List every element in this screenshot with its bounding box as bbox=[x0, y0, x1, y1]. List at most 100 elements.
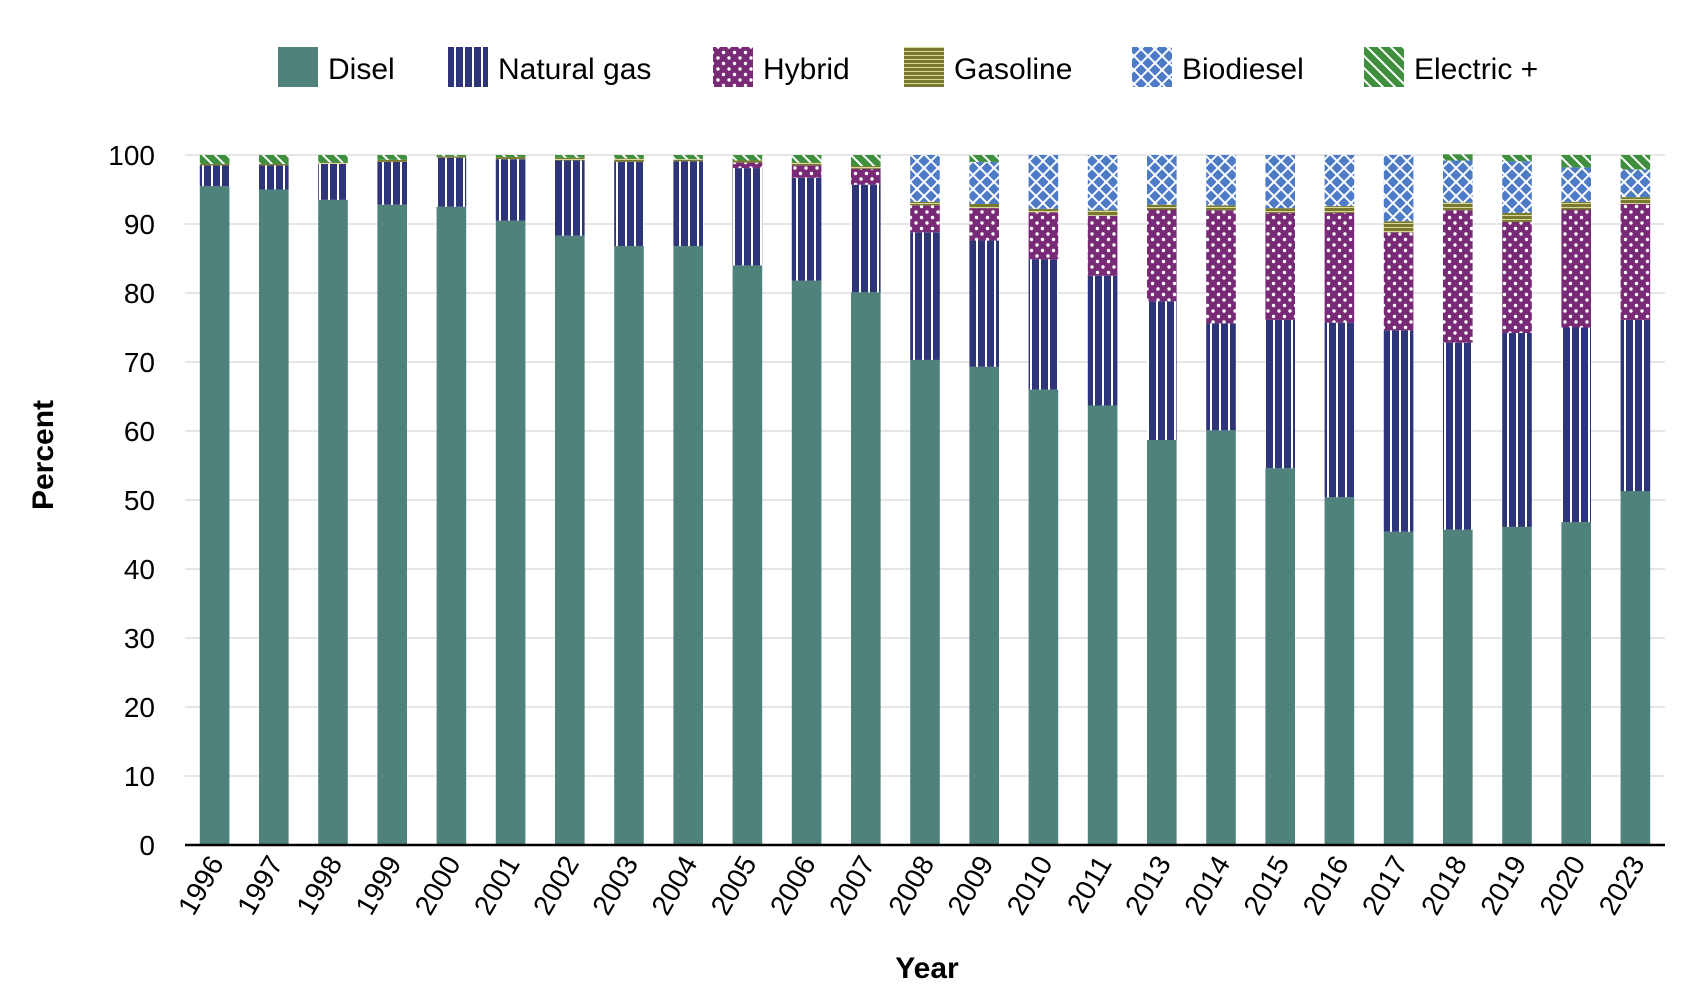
y-tick-label: 70 bbox=[124, 347, 155, 378]
bar-segment bbox=[1561, 201, 1591, 210]
y-tick-label: 50 bbox=[124, 485, 155, 516]
bar-segment bbox=[377, 204, 407, 845]
bar-segment bbox=[436, 157, 467, 207]
bar-segment bbox=[1561, 155, 1591, 168]
bar-segment bbox=[910, 205, 940, 233]
bar-segment bbox=[1324, 212, 1355, 323]
x-axis-title: Year bbox=[895, 952, 959, 985]
bar-segment bbox=[1324, 497, 1355, 845]
bar-segment bbox=[495, 155, 526, 158]
bar-segment bbox=[851, 166, 881, 169]
bar-segment bbox=[910, 359, 940, 845]
y-tick-label: 60 bbox=[124, 416, 155, 447]
bar-segment bbox=[1502, 526, 1532, 845]
bar-segment bbox=[1502, 221, 1532, 334]
bar-segment bbox=[969, 161, 999, 204]
bar-segment bbox=[673, 159, 703, 162]
x-tick-label: 2016 bbox=[1297, 851, 1355, 920]
bar-segment bbox=[1620, 155, 1651, 170]
bar-segment bbox=[259, 165, 289, 190]
bar-segment bbox=[1324, 155, 1355, 207]
x-tick-label: 2009 bbox=[941, 851, 999, 920]
bar-segment bbox=[1147, 301, 1177, 440]
x-tick-label: 1996 bbox=[172, 851, 230, 920]
bar-segment bbox=[969, 240, 999, 367]
bar-segment bbox=[1265, 212, 1295, 320]
bar-segment bbox=[1206, 430, 1236, 845]
bar-segment bbox=[732, 265, 763, 845]
bar-segment bbox=[1502, 155, 1532, 162]
x-tick-label: 2023 bbox=[1593, 851, 1651, 920]
x-tick-label: 2010 bbox=[1001, 851, 1059, 920]
bar-segment bbox=[1087, 155, 1118, 211]
bar-segment bbox=[199, 155, 230, 164]
bar-segment bbox=[614, 155, 644, 159]
x-tick-label: 2018 bbox=[1415, 851, 1473, 920]
bar-segment bbox=[1561, 522, 1591, 845]
bar-segment bbox=[1620, 319, 1651, 492]
x-tick-label: 2003 bbox=[586, 851, 644, 920]
bar-segment bbox=[791, 155, 822, 163]
bar-segment bbox=[969, 203, 999, 209]
bar-segment bbox=[614, 161, 644, 247]
bar-segment bbox=[436, 206, 467, 845]
y-tick-label: 30 bbox=[124, 623, 155, 654]
x-tick-label: 2005 bbox=[705, 851, 763, 920]
bar-segment bbox=[910, 155, 940, 202]
x-tick-label: 2011 bbox=[1061, 851, 1118, 919]
legend-swatch bbox=[448, 47, 488, 87]
bar-segment bbox=[1087, 215, 1118, 276]
bar-segment bbox=[1443, 160, 1473, 203]
bar-segment bbox=[1502, 161, 1532, 213]
bar-segment bbox=[732, 168, 763, 266]
x-tick-label: 2006 bbox=[764, 851, 822, 920]
bar-segment bbox=[732, 155, 763, 161]
bar-segment bbox=[555, 235, 585, 846]
legend-swatch bbox=[1132, 47, 1172, 87]
bar-segment bbox=[1147, 439, 1177, 845]
y-tick-label: 80 bbox=[124, 278, 155, 309]
bar-segment bbox=[791, 165, 822, 178]
bar-segment bbox=[851, 184, 881, 293]
y-tick-label: 40 bbox=[124, 554, 155, 585]
bar-segment bbox=[732, 160, 763, 163]
bar-segment bbox=[259, 189, 289, 845]
y-axis-title: Percent bbox=[27, 400, 60, 510]
bar-segment bbox=[614, 158, 644, 162]
bar-segment bbox=[1383, 531, 1414, 845]
x-axis-ticks: 1996 1997 1998 1999 2000 2001 2002 2003 2004 2005… bbox=[172, 851, 1651, 920]
bar-segment bbox=[1620, 197, 1651, 204]
bar-segment bbox=[1206, 205, 1236, 211]
bar-segment bbox=[969, 208, 999, 241]
x-tick-label: 2000 bbox=[409, 851, 467, 920]
x-tick-label: 1999 bbox=[349, 851, 407, 920]
legend-label: Disel bbox=[328, 53, 395, 86]
bar-segment bbox=[377, 159, 407, 162]
bar-segment bbox=[259, 163, 289, 166]
bar-segment bbox=[1265, 155, 1295, 209]
legend-label: Electric + bbox=[1414, 53, 1538, 86]
y-tick-label: 10 bbox=[124, 761, 155, 792]
bar-segment bbox=[1147, 155, 1177, 205]
bar-segment bbox=[1443, 210, 1473, 343]
legend-swatch bbox=[278, 47, 318, 87]
bar-segment bbox=[495, 220, 526, 846]
bar-segment bbox=[1561, 327, 1591, 523]
bar-segment bbox=[791, 162, 822, 166]
bar-segment bbox=[1028, 389, 1059, 845]
y-tick-label: 100 bbox=[108, 140, 155, 171]
x-tick-label: 2001 bbox=[468, 851, 526, 920]
bar-segment bbox=[1087, 210, 1118, 216]
chart-legend: Disel Natural gas Hybrid Gasoline Biodiesel E… bbox=[278, 47, 1538, 87]
bar-segment bbox=[1147, 204, 1177, 210]
bar-segment bbox=[1443, 202, 1473, 211]
x-tick-label: 2004 bbox=[645, 851, 703, 920]
bar-segment bbox=[1620, 491, 1651, 845]
x-tick-label: 1997 bbox=[231, 851, 289, 920]
bar-segment bbox=[318, 163, 348, 200]
bar-segment bbox=[791, 280, 822, 846]
bar-segment bbox=[851, 292, 881, 845]
y-axis-ticks: 0 10 20 30 40 50 60 70 80 90 100 bbox=[108, 140, 155, 861]
bar-segment bbox=[1383, 330, 1414, 532]
legend-label: Gasoline bbox=[954, 53, 1072, 86]
